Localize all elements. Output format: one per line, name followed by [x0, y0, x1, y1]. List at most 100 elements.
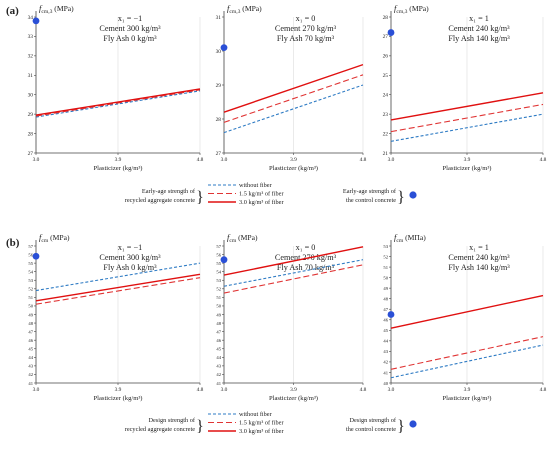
x-tick-label: 3.0 [221, 387, 228, 393]
x-axis-label: Plasticizer (kg/m³) [93, 395, 142, 402]
y-tick-label: 52 [216, 287, 221, 292]
legends: Early-age strength of recycled aggregate … [125, 182, 417, 435]
y-axis-label: fcm (MΠa) [394, 232, 426, 244]
row-tag: (b) [6, 237, 20, 249]
legend-caption: recycled aggregate concrete [125, 197, 195, 204]
y-tick-label: 43 [383, 349, 388, 354]
x-tick-label: 3.0 [33, 387, 40, 393]
x-tick-label: 3.0 [221, 157, 228, 163]
series-line-1-5-fiber [223, 264, 364, 294]
y-tick-label: 41 [383, 370, 388, 375]
x-tick-label: 4.8 [360, 387, 367, 393]
legend-brace: } [397, 189, 405, 206]
y-tick-label: 53 [216, 278, 221, 283]
y-tick-label: 47 [383, 307, 388, 312]
panel-header-line: Cement 270 kg/m³ [275, 24, 337, 33]
x-tick-label: 4.8 [360, 157, 367, 163]
x-tick-label: 4.8 [197, 157, 204, 163]
panels: 27 28 29 30 31 32 33 34 3.0 3.9 4.8 Plasticizer (kg… [28, 3, 547, 402]
control-point [387, 311, 395, 318]
legend-caption: the control concrete [346, 426, 396, 433]
panel-header-line: x₁ = 1 [469, 14, 489, 23]
series-line-without-fiber [390, 344, 544, 379]
y-tick-label: 33 [28, 34, 34, 40]
panel-0-2: 21 22 23 24 25 26 27 28 3.0 3.9 4.8 Plasticizer (kg… [383, 3, 547, 172]
y-tick-label: 24 [383, 93, 389, 99]
y-tick-label: 27 [28, 151, 34, 157]
series-line-1-5-fiber [35, 277, 201, 305]
legend-control-marker [409, 191, 417, 199]
panel-header-line: Cement 270 kg/m³ [275, 253, 337, 262]
legend-caption: Early-age strength of [142, 188, 196, 195]
y-tick-label: 57 [28, 244, 33, 249]
y-tick-label: 30 [216, 49, 222, 55]
y-tick-label: 29 [28, 112, 34, 118]
legend-control-marker [409, 420, 417, 428]
panel-0-1: 27 28 29 30 31 3.0 3.9 4.8 Plasticizer (kg/m³) fc… [216, 3, 367, 172]
y-tick-label: 45 [383, 328, 388, 333]
y-tick-label: 28 [383, 15, 389, 21]
y-tick-label: 29 [216, 83, 222, 89]
panel-header-line: Fly Ash 0 kg/m³ [103, 263, 157, 272]
series-line-3-0-fiber [35, 273, 201, 302]
x-tick-label: 3.0 [388, 157, 395, 163]
y-tick-label: 48 [28, 321, 33, 326]
series-line-without-fiber [35, 262, 201, 292]
y-tick-label: 45 [28, 347, 33, 352]
y-tick-label: 32 [28, 54, 34, 60]
panel-1-1: 41 42 43 44 45 46 47 48 49 50 51 52 53 54 55 56 57 3.0 3.9… [216, 232, 366, 402]
y-axis-label: fcm,3 (MPa) [39, 3, 74, 15]
x-tick-label: 3.0 [33, 157, 40, 163]
x-tick-label: 3.9 [464, 387, 471, 393]
x-axis-label: Plasticizer (kg/m³) [269, 395, 318, 402]
y-tick-label: 46 [28, 338, 33, 343]
legend-caption: Design strength of [148, 417, 195, 424]
legend-brace: } [196, 418, 204, 435]
y-tick-label: 31 [216, 15, 222, 21]
series-line-without-fiber [35, 90, 201, 118]
y-tick-label: 48 [383, 296, 388, 301]
y-tick-label: 21 [383, 151, 389, 157]
panel-header-line: Fly Ash 140 kg/m³ [448, 263, 510, 272]
y-tick-label: 57 [216, 244, 221, 249]
y-tick-label: 41 [216, 381, 221, 386]
panel-header-line: Cement 300 kg/m³ [99, 24, 161, 33]
legend-brace: } [196, 189, 204, 206]
series-line-3-0-fiber [223, 63, 364, 113]
panel-1-2: 40 41 42 43 44 45 46 47 48 49 50 51 52 53 3.0 3.9 4.8 Pla… [383, 232, 546, 402]
y-tick-label: 55 [216, 261, 221, 266]
y-tick-label: 49 [383, 286, 388, 291]
y-tick-label: 27 [383, 34, 389, 40]
series-line-1-5-fiber [390, 336, 544, 370]
x-axis-label: Plasticizer (kg/m³) [442, 395, 491, 402]
y-tick-label: 34 [28, 15, 34, 21]
y-tick-label: 53 [28, 278, 33, 283]
y-tick-label: 52 [28, 287, 33, 292]
y-tick-label: 42 [216, 372, 221, 377]
legend-row-0: Early-age strength of recycled aggregate … [125, 182, 417, 206]
y-tick-label: 53 [383, 244, 388, 249]
y-tick-label: 56 [28, 252, 33, 257]
x-axis-label: Plasticizer (kg/m³) [269, 165, 318, 172]
series-line-without-fiber [223, 259, 364, 287]
y-tick-label: 40 [383, 381, 388, 386]
panel-0-0: 27 28 29 30 31 32 33 34 3.0 3.9 4.8 Plasticizer (kg… [28, 3, 204, 172]
panel-header-line: Fly Ash 70 kg/m³ [277, 263, 335, 272]
y-tick-label: 49 [28, 312, 33, 317]
x-tick-label: 3.9 [115, 387, 122, 393]
series-line-1-5-fiber [223, 74, 364, 123]
y-tick-label: 47 [28, 329, 33, 334]
y-axis-label: fcm (MPa) [39, 232, 70, 244]
legend-row-1: Design strength of recycled aggregate con… [125, 411, 417, 435]
panel-header-line: Fly Ash 140 kg/m³ [448, 34, 510, 43]
panel-header-line: Cement 240 kg/m³ [448, 253, 510, 262]
panel-header-line: Fly Ash 70 kg/m³ [277, 34, 335, 43]
x-tick-label: 4.8 [540, 157, 547, 163]
panel-header-line: x₁ = −1 [118, 14, 142, 23]
y-tick-label: 51 [28, 295, 33, 300]
y-tick-label: 30 [28, 93, 34, 99]
y-tick-label: 50 [383, 275, 388, 280]
legend-entry: without fiber [239, 182, 273, 189]
panel-header-line: Fly Ash 0 kg/m³ [103, 34, 157, 43]
legend-entry: 1.5 kg/m³ of fiber [239, 191, 284, 198]
